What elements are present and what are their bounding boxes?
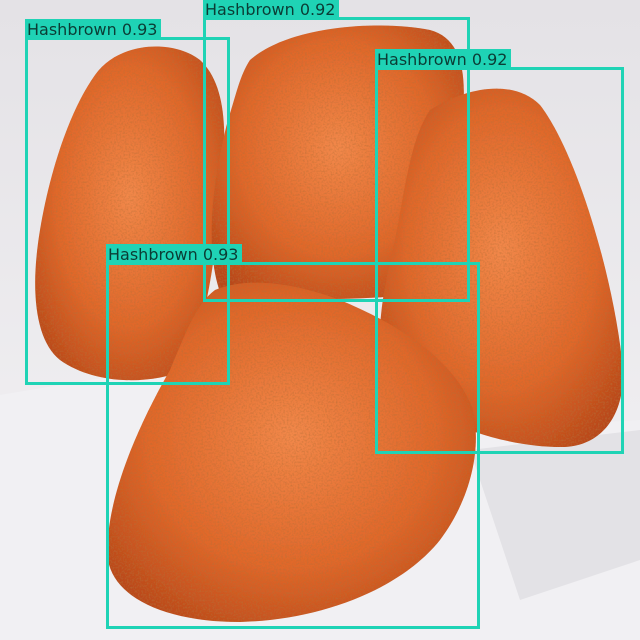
detection-label-4: Hashbrown 0.93 xyxy=(106,244,243,265)
hashbrown-front xyxy=(107,282,476,622)
detection-label-2: Hashbrown 0.92 xyxy=(203,0,340,20)
detection-class-4: Hashbrown xyxy=(108,245,198,264)
detection-box-4: Hashbrown 0.93 xyxy=(106,244,480,629)
detection-score-4: 0.93 xyxy=(202,245,239,264)
detection-score-2: 0.92 xyxy=(299,0,336,19)
detection-class-1: Hashbrown xyxy=(27,20,117,39)
hashbrown-right xyxy=(379,88,623,448)
detection-label-3: Hashbrown 0.92 xyxy=(375,49,512,70)
detection-score-1: 0.93 xyxy=(121,20,158,39)
paper-fold xyxy=(470,430,640,600)
detection-class-2: Hashbrown xyxy=(205,0,295,19)
detection-label-1: Hashbrown 0.93 xyxy=(25,19,162,40)
detection-score-3: 0.92 xyxy=(471,50,508,69)
detection-box-3: Hashbrown 0.92 xyxy=(375,49,624,454)
detection-box-1: Hashbrown 0.93 xyxy=(25,19,230,385)
hashbrown-left xyxy=(35,46,225,381)
detection-class-3: Hashbrown xyxy=(377,50,467,69)
detection-box-2: Hashbrown 0.92 xyxy=(203,0,470,302)
